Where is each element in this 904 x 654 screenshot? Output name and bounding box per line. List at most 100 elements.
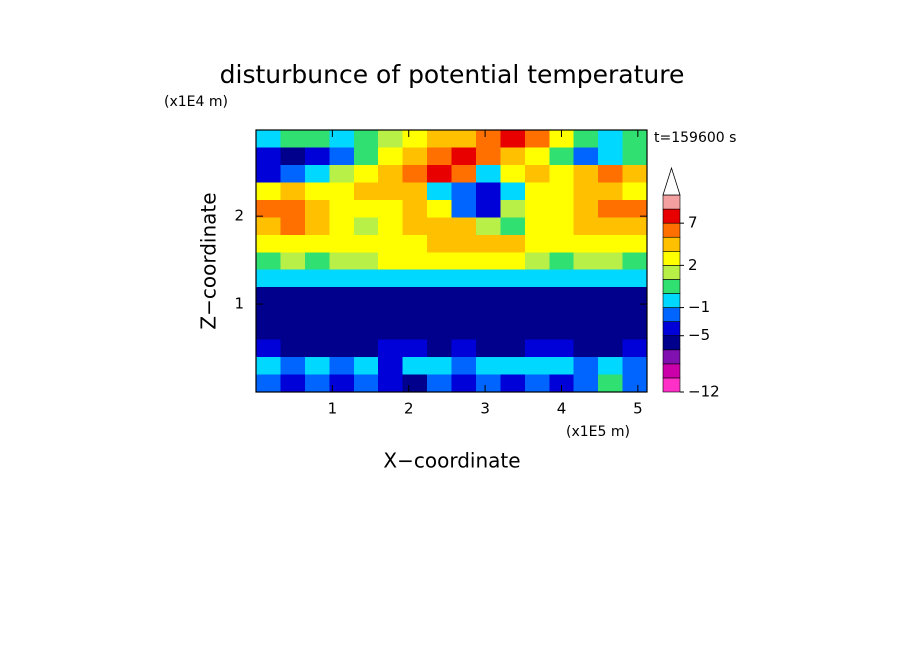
field-cell [622, 182, 648, 201]
field-cell [402, 217, 428, 236]
y-tick-label: 1 [234, 295, 244, 313]
field-cell [378, 130, 404, 149]
field-cell [402, 287, 428, 306]
field-cell [549, 304, 575, 323]
colorbar-box [662, 377, 681, 393]
plot-frame [255, 129, 648, 393]
field-cell [622, 322, 648, 341]
field-cell [524, 182, 550, 201]
field-cell [475, 130, 501, 149]
field-cell [500, 322, 526, 341]
field-cell [549, 147, 575, 166]
field-cell [573, 357, 599, 376]
field-cell [500, 304, 526, 323]
field-cell [524, 322, 550, 341]
field-cell [549, 199, 575, 218]
field-cell [304, 217, 330, 236]
field-cell [573, 199, 599, 218]
field-cell [524, 339, 550, 358]
colorbar-box [662, 321, 681, 337]
field-cell [280, 304, 306, 323]
field-cell [573, 252, 599, 271]
field-cell [427, 252, 453, 271]
field-cell [475, 234, 501, 253]
field-cell [304, 199, 330, 218]
field-cell [402, 339, 428, 358]
field-cell [500, 199, 526, 218]
field-cell [524, 217, 550, 236]
field-cell [329, 130, 355, 149]
field-cell [304, 304, 330, 323]
field-cell [451, 339, 477, 358]
field-cell [451, 217, 477, 236]
field-cell [304, 322, 330, 341]
field-cell [598, 234, 624, 253]
field-cell [500, 217, 526, 236]
field-cell [256, 304, 282, 323]
field-cell [378, 269, 404, 288]
field-cell [378, 147, 404, 166]
field-cell [524, 357, 550, 376]
field-cell [329, 269, 355, 288]
field-cell [451, 199, 477, 218]
colorbar-box [662, 335, 681, 351]
field-cell [622, 287, 648, 306]
field-cell [353, 322, 379, 341]
field-cell [256, 374, 282, 393]
field-cell [329, 182, 355, 201]
field-cell [353, 252, 379, 271]
field-cell [500, 269, 526, 288]
field-cell [402, 234, 428, 253]
field-cell [475, 287, 501, 306]
field-cell [329, 287, 355, 306]
field-cell [329, 339, 355, 358]
field-cell [622, 147, 648, 166]
field-cell [598, 322, 624, 341]
field-cell [500, 339, 526, 358]
field-cell [427, 199, 453, 218]
field-cell [427, 217, 453, 236]
field-cell [524, 130, 550, 149]
chart-title: disturbunce of potential temperature [220, 60, 685, 89]
field-cell [598, 269, 624, 288]
field-cell [524, 164, 550, 183]
x-unit: (x1E5 m) [566, 424, 630, 440]
field-cell [451, 357, 477, 376]
field-cell [378, 304, 404, 323]
field-cell [598, 217, 624, 236]
colorbar-box [662, 279, 681, 294]
colorbar-box [662, 222, 681, 238]
field-cell [598, 164, 624, 183]
field-cell [622, 199, 648, 218]
field-cell [280, 164, 306, 183]
field-cell [622, 130, 648, 149]
field-cell [329, 322, 355, 341]
field-cell [475, 374, 501, 393]
field-cell [427, 130, 453, 149]
field-cell [402, 130, 428, 149]
field-cell [304, 252, 330, 271]
field-cell [598, 130, 624, 149]
field-cell [427, 234, 453, 253]
field-cell [280, 287, 306, 306]
field-cell [402, 147, 428, 166]
field-cell [280, 339, 306, 358]
field-cell [549, 164, 575, 183]
field-cell [280, 147, 306, 166]
field-cell [451, 130, 477, 149]
field-cell [622, 339, 648, 358]
field-cell [475, 217, 501, 236]
field-cell [280, 217, 306, 236]
field-cell [256, 130, 282, 149]
field-cell [500, 374, 526, 393]
field-cell [475, 147, 501, 166]
field-cell [549, 252, 575, 271]
field-cell [549, 130, 575, 149]
field-cell [451, 304, 477, 323]
field-cell [256, 199, 282, 218]
y-unit: (x1E4 m) [164, 94, 228, 110]
field-cell [549, 269, 575, 288]
field-cell [256, 269, 282, 288]
field-cell [402, 374, 428, 393]
field-cell [622, 304, 648, 323]
